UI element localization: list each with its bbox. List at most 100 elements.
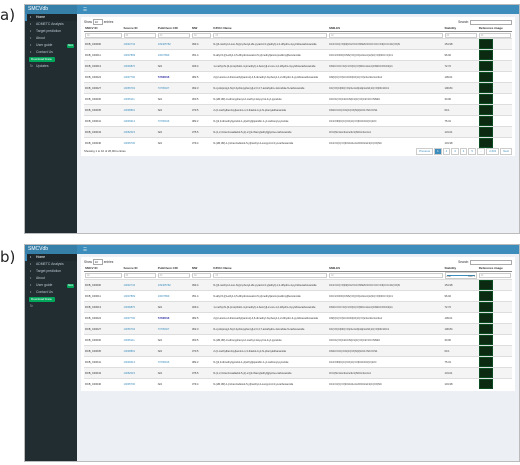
column-header[interactable]: SMILES [327,25,444,33]
nav-item-updates[interactable]: ↻ Updates [25,63,77,70]
cell-value[interactable]: 73796016 [157,316,170,320]
cell-value[interactable]: 10098891 [123,108,136,112]
nav-item-1[interactable]: • ADMETC Analysis [25,261,77,268]
nav-item-4[interactable]: • User guide New [25,282,77,289]
reference-structure-image[interactable] [478,72,493,83]
menu-toggle-icon[interactable]: ☰ [83,247,88,252]
nav-item-2[interactable]: • Target prediction [25,28,77,35]
column-filter-input[interactable]: All [444,32,477,38]
cell-value[interactable]: 10092743 [123,42,136,46]
reference-structure-image[interactable] [478,335,493,346]
reference-structure-image[interactable] [478,368,493,379]
cell-value[interactable]: 10099870 [123,64,136,68]
entries-select[interactable]: 10 [92,19,103,26]
page-button[interactable]: 3 [451,148,459,156]
entries-select[interactable]: 10 [92,259,103,266]
page-button[interactable]: 1 [434,148,442,156]
cell-value[interactable]: 10082015 [123,130,136,134]
column-filter-input[interactable]: All [85,32,122,38]
column-header[interactable]: PubChem CID [156,265,191,273]
nav-item-1[interactable]: • ADMETC Analysis [25,21,77,28]
cell-value[interactable]: 10065793 [123,86,136,90]
column-filter-input[interactable]: All [123,273,156,279]
download-data-button[interactable]: Download Data [29,297,55,302]
page-button[interactable]: Previous [416,148,434,156]
column-header[interactable]: MW [190,265,213,273]
reference-structure-image[interactable] [478,127,493,138]
column-filter-input[interactable]: All [157,273,190,279]
column-filter-input[interactable]: All [191,32,212,38]
cell-value[interactable]: 10097700 [123,316,136,320]
nav-item-3[interactable]: • About [25,275,77,282]
cell-value[interactable]: 10099312 [123,119,136,123]
reference-structure-image[interactable] [478,324,493,335]
download-data-button[interactable]: Download Data [29,57,55,62]
cell-value[interactable]: 70796916 [157,360,170,364]
search-input[interactable] [470,259,512,265]
cell-value[interactable]: 10095111 [123,338,135,342]
nav-item-0[interactable]: • Home [25,254,77,261]
cell-value[interactable]: 10099312 [123,360,136,364]
cell-value[interactable]: 70795027 [157,327,170,331]
page-button[interactable]: Next [500,148,512,156]
page-button[interactable]: 5 [468,148,476,156]
reference-structure-image[interactable] [478,116,493,127]
cell-value[interactable]: 10007899 [123,294,136,298]
reference-structure-image[interactable] [478,50,493,61]
column-header[interactable]: SMCV ID [84,25,123,33]
column-header[interactable]: MW [190,25,213,33]
reference-structure-image[interactable] [478,302,493,313]
cell-value[interactable]: 10007899 [157,294,170,298]
page-button[interactable]: ... [476,148,486,156]
menu-toggle-icon[interactable]: ☰ [83,7,88,12]
cell-value[interactable]: 10065793 [123,327,136,331]
column-header[interactable]: IUPAC Name [212,265,328,273]
column-header[interactable]: SMCV ID [84,265,123,273]
reference-structure-image[interactable] [478,105,493,116]
column-filter-input[interactable]: All [328,32,443,38]
nav-item-3[interactable]: • About [25,35,77,42]
cell-value[interactable]: 10082015 [123,371,136,375]
column-filter-input[interactable]: All [213,273,327,279]
column-header[interactable]: PubChem CID [156,25,191,33]
column-filter-input[interactable]: All [478,32,511,38]
cell-value[interactable]: 10095700 [123,141,136,145]
reference-structure-image[interactable] [478,280,493,291]
reference-structure-image[interactable] [478,346,493,357]
nav-item-updates[interactable]: ↻ [25,303,77,310]
nav-item-0[interactable]: • Home [25,14,77,21]
cell-value[interactable]: 10097700 [123,75,136,79]
cell-value[interactable]: 70795027 [157,86,170,90]
column-header[interactable]: Reference image [477,265,512,273]
page-button[interactable]: 2,601 [486,148,500,156]
column-header[interactable]: SMILES [327,265,444,273]
cell-value[interactable]: 10095111 [123,97,135,101]
stability-range-slider[interactable]: 0.00 189.71 [444,272,477,280]
reference-structure-image[interactable] [478,291,493,302]
column-filter-input[interactable]: All [478,273,511,279]
cell-value[interactable]: 10092743 [123,283,136,287]
nav-item-5[interactable]: • Contact Us [25,289,77,296]
page-button[interactable]: 2 [442,148,451,156]
cell-value[interactable]: 10099870 [123,305,136,309]
reference-structure-image[interactable] [478,83,493,94]
reference-structure-image[interactable] [478,357,493,368]
page-button[interactable]: 4 [459,148,468,156]
column-header[interactable]: Source ID [122,265,157,273]
cell-value[interactable]: 10095700 [123,382,136,386]
column-filter-input[interactable]: All [85,273,122,279]
nav-item-4[interactable]: • User guide New [25,42,77,49]
cell-value[interactable]: 109465782 [157,42,171,46]
column-filter-input[interactable]: All [213,32,327,38]
column-header[interactable]: Source ID [122,25,157,33]
column-header[interactable]: Reference image [477,25,512,33]
reference-structure-image[interactable] [478,94,493,105]
slider-track[interactable] [446,275,475,277]
reference-structure-image[interactable] [478,39,493,50]
column-filter-input[interactable]: All [157,32,190,38]
column-filter-input[interactable]: All [328,273,443,279]
cell-value[interactable]: 70796916 [157,119,170,123]
column-header[interactable]: Stability [443,265,478,273]
reference-structure-image[interactable] [478,61,493,72]
cell-value[interactable]: 10007899 [157,53,170,57]
